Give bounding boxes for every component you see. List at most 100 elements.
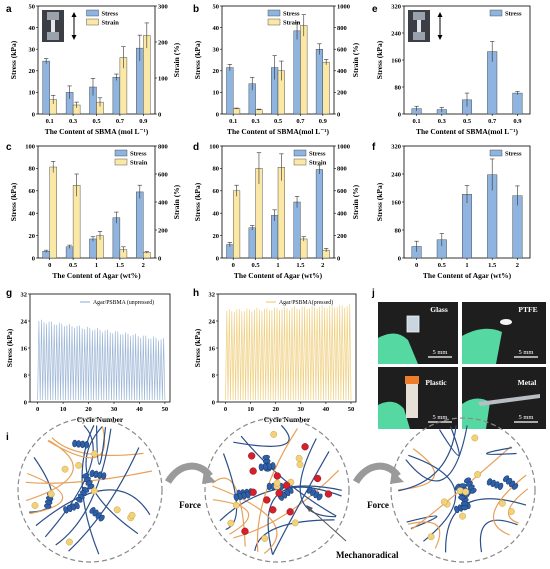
x-tick-label: 50 — [348, 406, 355, 413]
y-tick-label: 160 — [391, 199, 401, 206]
legend-label: Strain — [309, 160, 327, 167]
panel-j-photos: Glass 5 mm PTFE 5 mm Plastic 5 mm Metal — [378, 302, 546, 429]
legend-label: Stress — [130, 151, 147, 158]
legend-swatch — [86, 9, 99, 17]
polymer-chain — [219, 485, 342, 522]
y-tick-label: 40 — [29, 211, 36, 218]
y-right-tick-label: 800 — [158, 143, 168, 150]
y-right-tick-label: 800 — [337, 166, 347, 173]
y-tick-label: 50 — [213, 3, 220, 10]
y-tick-label: 40 — [29, 25, 36, 32]
agar-helix — [233, 493, 239, 501]
x-tick-label: 0.5 — [69, 262, 78, 269]
legend-swatch — [114, 158, 128, 166]
polymer-chain — [299, 438, 337, 518]
radical-dot — [313, 474, 322, 483]
x-tick-label: 2 — [516, 262, 519, 269]
polymer-chain — [272, 451, 330, 555]
x-tick-label: 0.5 — [252, 262, 261, 269]
sbma-node — [61, 465, 69, 473]
inset-sample — [51, 20, 55, 32]
bar — [512, 92, 523, 115]
agar-helix — [512, 483, 519, 490]
sbma-node — [270, 430, 278, 438]
bar — [89, 238, 97, 259]
polymer-chain — [398, 448, 436, 491]
x-tick-label: 0 — [36, 406, 39, 413]
sbma-node — [47, 490, 55, 498]
polymer-chain — [406, 515, 438, 530]
y-right-tick-label: 0 — [337, 255, 340, 262]
legend-swatch — [114, 149, 128, 157]
radical-dot — [248, 452, 256, 460]
x-tick-label: 0.5 — [92, 118, 101, 125]
y-right-axis-label: Strain (%) — [351, 184, 360, 219]
x-tick-label: 0.1 — [413, 118, 421, 125]
x-axis-label: Cycle Number — [77, 415, 124, 424]
x-axis-label: The Content of SBMA(mol L⁻¹) — [416, 127, 519, 136]
y-right-tick-label: 600 — [158, 171, 168, 178]
y-right-axis-label: Strain (%) — [172, 184, 181, 219]
y-tick-label: 50 — [29, 3, 36, 10]
y-tick-label: 40 — [213, 25, 220, 32]
y-tick-label: 60 — [29, 188, 36, 195]
x-tick-label: 0.7 — [116, 118, 125, 125]
x-tick-label: 0.1 — [46, 118, 54, 125]
inset-arrow-down-icon — [71, 35, 77, 40]
x-tick-label: 0.3 — [69, 118, 78, 125]
polymer-chain — [96, 425, 107, 465]
sbma-node — [427, 533, 435, 541]
y-tick-label: 0 — [32, 111, 35, 118]
y-tick-label: 40 — [213, 211, 220, 218]
legend-swatch — [267, 18, 281, 26]
mechanoradical-label: Mechanoradical — [336, 550, 399, 560]
sbma-node — [273, 479, 281, 487]
panel-label-h: h — [193, 288, 199, 299]
bar — [248, 227, 256, 259]
photo-glass: Glass 5 mm — [378, 302, 458, 364]
radical-dot — [249, 488, 257, 496]
y-axis-label: Stress (kPa) — [9, 40, 18, 79]
agar-helix — [101, 472, 107, 480]
inset-arrow-up-icon — [71, 12, 77, 17]
x-tick-label: 0.5 — [463, 118, 472, 125]
bar — [255, 109, 263, 115]
y-tick-label: 24 — [209, 318, 216, 325]
x-tick-label: 1.5 — [488, 262, 497, 269]
photo-label-ptfe: PTFE — [518, 305, 537, 314]
sbma-node — [75, 461, 83, 469]
polymer-chain — [486, 447, 517, 455]
x-tick-label: 50 — [162, 406, 169, 413]
x-tick-label: 1 — [465, 262, 468, 269]
y-right-tick-label: 400 — [158, 199, 168, 206]
sbma-node — [261, 535, 269, 542]
legend-swatch — [86, 18, 99, 26]
y-right-tick-label: 600 — [337, 188, 347, 195]
bar — [136, 191, 144, 259]
polymer-chain — [25, 439, 74, 502]
x-tick-label: 1 — [276, 262, 279, 269]
legend-label: Strain — [283, 20, 301, 27]
x-tick-label: 2 — [142, 262, 145, 269]
polymer-chain — [35, 489, 151, 527]
force-label-1: Force — [179, 500, 201, 510]
bar — [112, 217, 121, 259]
bar — [277, 167, 285, 259]
y-right-axis-label: Strain (%) — [351, 42, 360, 77]
sbma-node — [295, 454, 303, 462]
network-boundary — [204, 417, 350, 563]
x-tick-label: 0.9 — [319, 118, 328, 125]
legend-label: Stress — [309, 151, 326, 158]
sbma-node — [456, 487, 464, 495]
y-right-tick-label: 0 — [158, 255, 161, 262]
network-boundary — [17, 417, 163, 563]
x-tick-label: 20 — [272, 406, 279, 413]
chart-d-agar-stress-strain: 0 0.5 1 1.5 202040608010002004006008001000St… — [193, 143, 360, 280]
legend-swatch — [293, 158, 307, 166]
bar — [300, 25, 308, 115]
x-tick-label: 0.1 — [229, 118, 237, 125]
chart-h-cyclic-pressed: 0 10 20 30 40 50 0 8 16 24 32 Stress (kPa) Cycle Num… — [193, 291, 357, 424]
sbma-node — [462, 488, 470, 496]
bar — [112, 77, 121, 115]
inset-clamp-top — [413, 12, 425, 20]
